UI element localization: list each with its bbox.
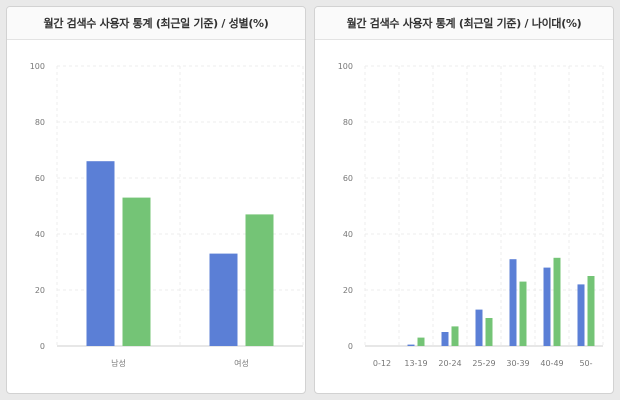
bar-series-1-30-39[interactable] [509,259,517,346]
bar-series-1-40-49[interactable] [543,267,551,346]
bar-series-1-20-24[interactable] [441,332,449,346]
x-tick-label: 여성 [234,358,249,368]
x-tick-label: 0-12 [373,359,391,368]
bar-series-2-남성[interactable] [122,197,151,346]
bar-series-2-20-24[interactable] [451,326,459,346]
x-tick-label: 남성 [111,359,126,368]
bar-series-1-25-29[interactable] [475,309,483,346]
bar-series-2-40-49[interactable] [553,257,561,346]
bar-series-1-여성[interactable] [209,253,238,346]
x-tick-label: 40-49 [540,359,563,368]
y-tick-label: 80 [35,118,45,127]
y-tick-label: 0 [40,342,45,351]
y-tick-label: 80 [343,118,353,127]
y-tick-label: 20 [35,286,45,295]
x-tick-label: 50- [579,359,592,368]
gender-chart-title: 월간 검색수 사용자 통계 (최근일 기준) / 성별(%) [7,7,305,40]
bar-series-2-여성[interactable] [245,214,274,346]
y-tick-label: 60 [343,174,353,183]
x-tick-label: 20-24 [438,359,461,368]
y-tick-label: 100 [30,62,45,71]
age-bar-chart: 0 20 40 60 80 100 0-12 13-19 20-24 25-29 30-39 40-4… [338,62,604,368]
age-chart-title: 월간 검색수 사용자 통계 (최근일 기준) / 나이대(%) [315,7,613,40]
x-tick-label: 30-39 [506,359,529,368]
gender-bar-chart: 0 20 40 60 80 100 남성 여성 [30,62,304,368]
x-tick-label: 13-19 [404,359,427,368]
gender-chart-panel: 월간 검색수 사용자 통계 (최근일 기준) / 성별(%) 0 20 40 60 80… [6,6,306,394]
bar-series-1-남성[interactable] [86,161,115,346]
bar-series-2-13-19[interactable] [417,337,425,346]
y-tick-label: 40 [343,230,353,239]
bar-series-1-50-[interactable] [577,284,585,346]
y-tick-label: 40 [35,230,45,239]
y-tick-label: 60 [35,174,45,183]
bar-series-2-30-39[interactable] [519,281,527,346]
x-tick-label: 25-29 [472,359,495,368]
age-chart-panel: 월간 검색수 사용자 통계 (최근일 기준) / 나이대(%) 0 20 40 60 8… [314,6,614,394]
y-tick-label: 20 [343,286,353,295]
y-tick-label: 100 [338,62,353,71]
bar-series-2-25-29[interactable] [485,318,493,346]
bar-series-2-50-[interactable] [587,276,595,346]
bar-series-1-13-19[interactable] [407,344,415,346]
y-tick-label: 0 [348,342,353,351]
